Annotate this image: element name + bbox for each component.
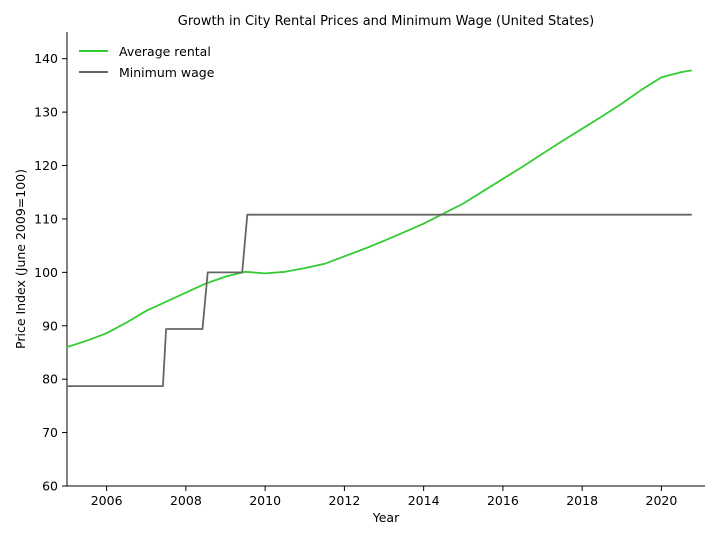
y-ticks: 60 70 80 90 100 110 120 130 140 xyxy=(34,51,67,494)
y-tick-label: 60 xyxy=(42,479,58,494)
x-axis-label: Year xyxy=(372,510,400,525)
y-tick-label: 70 xyxy=(42,425,58,440)
x-tick-label: 2018 xyxy=(566,493,598,508)
y-tick-label: 110 xyxy=(34,211,58,226)
x-ticks: 2006 2008 2010 2012 2014 2016 2018 2020 xyxy=(91,486,678,508)
x-tick-label: 2008 xyxy=(170,493,202,508)
x-tick-label: 2012 xyxy=(328,493,360,508)
legend: Average rental Minimum wage xyxy=(79,44,215,80)
y-tick-label: 100 xyxy=(34,265,58,280)
y-axis-label: Price Index (June 2009=100) xyxy=(13,169,28,349)
y-tick-label: 140 xyxy=(34,51,58,66)
series-line-minimum-wage xyxy=(66,213,692,388)
x-tick-label: 2010 xyxy=(249,493,281,508)
series-line-average-rental xyxy=(66,69,692,349)
x-tick-label: 2016 xyxy=(487,493,519,508)
x-tick-label: 2020 xyxy=(646,493,678,508)
y-tick-label: 120 xyxy=(34,158,58,173)
series-group xyxy=(66,69,692,388)
axes xyxy=(66,32,705,487)
y-tick-label: 80 xyxy=(42,372,58,387)
legend-label-minimum-wage: Minimum wage xyxy=(119,65,215,80)
y-tick-label: 90 xyxy=(42,318,58,333)
y-tick-label: 130 xyxy=(34,105,58,120)
chart-title: Growth in City Rental Prices and Minimum… xyxy=(178,14,594,29)
legend-label-average-rental: Average rental xyxy=(119,44,211,59)
x-tick-label: 2006 xyxy=(91,493,123,508)
x-tick-label: 2014 xyxy=(408,493,440,508)
